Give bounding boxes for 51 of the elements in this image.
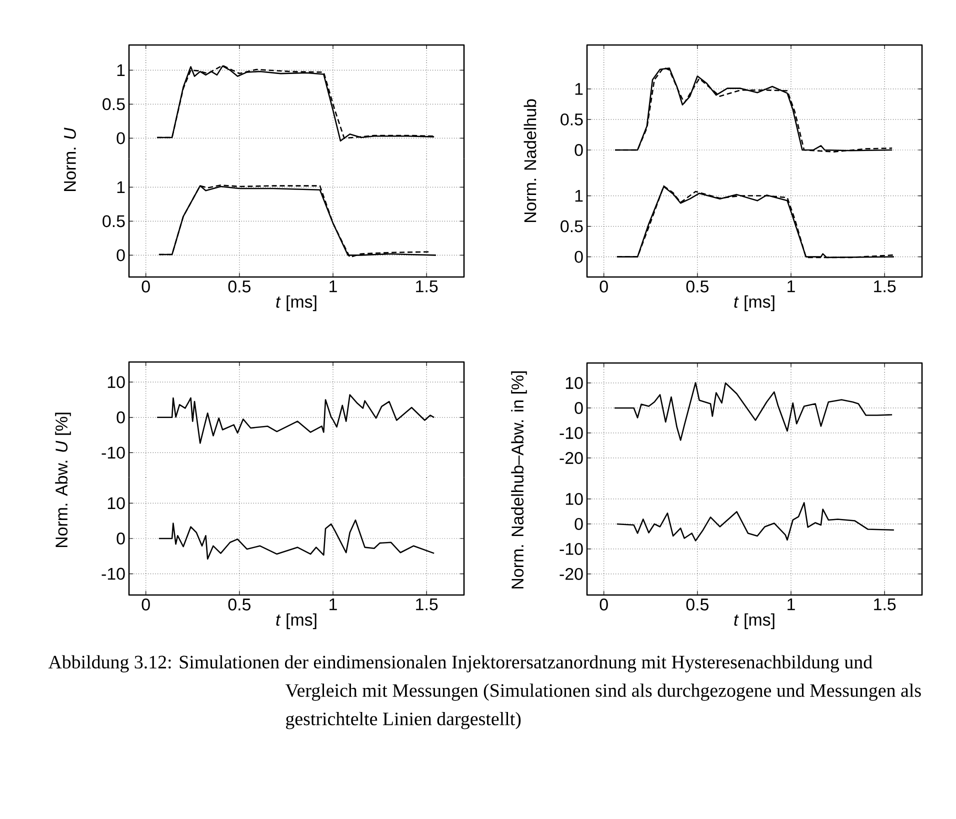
- y-tick-label: 10: [566, 376, 583, 389]
- x-axis-title: t [ms]: [734, 613, 774, 630]
- y-tick-label: 0.5: [102, 98, 125, 110]
- x-tick-label: 0.5: [686, 598, 708, 610]
- text: Abbildung 3.12: Simulationen der eindimensionalen Injektorersatzanordnung mit Hysteresenachbildung und Vergleich mit Messungen (Simulationen sind als durchgezogene und Messungen als gestrichtelte Linien dargestellt): [48, 655, 921, 730]
- y-tick-label: 1: [117, 181, 125, 193]
- x-tick-label: 1: [788, 280, 795, 292]
- y-tick-label: 0.5: [102, 215, 125, 228]
- y-tick-label: 0: [116, 532, 125, 544]
- y-tick-label: 0: [116, 249, 125, 262]
- y-tick-label: -20: [560, 568, 583, 580]
- y-tick-label: 1: [117, 64, 125, 76]
- y-tick-label: -10: [102, 446, 125, 459]
- y-tick-label: 0.5: [560, 220, 583, 232]
- y-tick-label: 1: [575, 83, 583, 95]
- x-tick-label: 1: [788, 598, 795, 610]
- y-axis-title: Norm. Nadelhub–Abw. in [%]: [511, 371, 527, 588]
- y-tick-label: 0: [574, 518, 583, 530]
- x-tick-label: 1.5: [416, 598, 438, 610]
- x-tick-label: 0: [600, 280, 608, 292]
- y-tick-label: 0: [116, 411, 125, 424]
- x-tick-label: 0: [142, 598, 150, 610]
- x-tick-label: 1: [330, 598, 337, 610]
- y-tick-label: -10: [102, 568, 125, 580]
- x-tick-label: 1.5: [874, 598, 896, 610]
- y-tick-label: 1: [575, 190, 583, 202]
- y-tick-label: 0: [574, 144, 583, 156]
- x-tick-label: 0.5: [228, 598, 250, 610]
- y-axis-title: Norm. U: [64, 128, 76, 191]
- y-tick-label: 10: [108, 497, 125, 510]
- y-tick-label: 0: [574, 250, 583, 263]
- y-axis-title: Norm. Nadelhub: [524, 99, 536, 222]
- y-axis-title: Norm. Abw. U [%]: [55, 412, 71, 548]
- x-axis-title: t [ms]: [276, 295, 316, 312]
- x-tick-label: 1: [330, 280, 337, 292]
- y-tick-label: -10: [560, 426, 583, 439]
- x-tick-label: 1.5: [874, 280, 896, 292]
- y-tick-label: 0: [574, 402, 583, 414]
- y-tick-label: 10: [566, 492, 583, 505]
- x-tick-label: 0: [142, 280, 150, 292]
- y-tick-label: 0.5: [560, 113, 583, 126]
- y-tick-label: -20: [560, 452, 583, 464]
- y-tick-label: 10: [108, 376, 125, 388]
- x-tick-label: 0: [600, 598, 608, 610]
- y-tick-label: 0: [116, 132, 125, 144]
- x-tick-label: 1.5: [416, 280, 438, 292]
- x-tick-label: 0.5: [228, 280, 250, 292]
- x-axis-title: t [ms]: [734, 295, 774, 312]
- x-axis-title: t [ms]: [276, 613, 316, 630]
- y-tick-label: -10: [560, 542, 583, 555]
- x-tick-label: 0.5: [686, 280, 708, 292]
